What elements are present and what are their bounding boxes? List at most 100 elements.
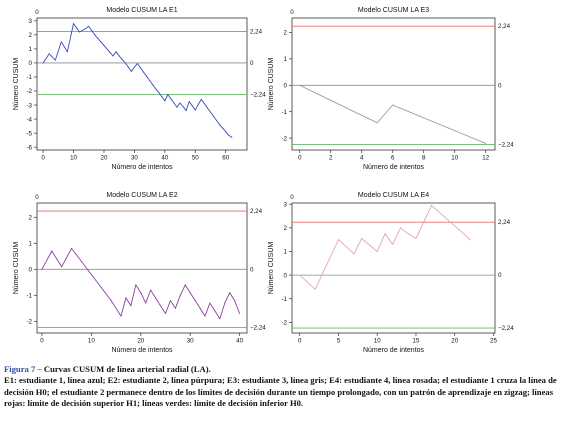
series-point <box>41 268 43 270</box>
series-point <box>191 105 193 107</box>
series-point <box>54 59 56 61</box>
h0-limit-label: −2,24 <box>498 141 514 148</box>
series-point <box>80 260 83 263</box>
plot-frame <box>291 17 496 151</box>
series-point <box>61 266 63 268</box>
x-axis-label: Número de intentos <box>363 347 425 354</box>
h1-limit-label: 2,24 <box>498 219 511 226</box>
series-point <box>199 307 201 309</box>
x-tick-label: 40 <box>161 155 168 162</box>
series-point <box>229 292 231 294</box>
x-axis-label: Número de intentos <box>363 164 425 171</box>
x-tick-label: 8 <box>422 155 426 162</box>
series-point <box>158 91 160 93</box>
series-point <box>224 302 226 304</box>
chart-e3: 2,240−2,240 Modelo CUSUM LA E30 2 4 6 8 10 1221… <box>268 7 514 171</box>
series-point <box>150 289 152 291</box>
series-point <box>140 292 142 294</box>
x-tick-label: 0 <box>298 155 302 162</box>
chart-title: Modelo CUSUM LA E1 <box>106 7 177 14</box>
x-tick-label: 0 <box>298 338 302 345</box>
plot-frame <box>36 202 248 334</box>
h0-limit-label: −2,24 <box>250 325 266 332</box>
chart-title: Modelo CUSUM LA E4 <box>358 192 429 199</box>
x-tick-label: 6 <box>391 155 395 162</box>
series-point <box>169 299 171 302</box>
chart-e2: 2,240−2,240 Modelo CUSUM LA E20 10 20 30 4021… <box>13 192 266 354</box>
series-point <box>88 25 90 27</box>
series-point <box>167 93 169 96</box>
series-point <box>179 102 181 104</box>
series-point <box>159 305 162 307</box>
series-point <box>206 107 208 109</box>
series-point <box>203 103 205 105</box>
series-point <box>231 136 233 138</box>
series-point <box>337 239 340 241</box>
series-point <box>109 51 111 53</box>
series-point <box>121 58 123 60</box>
chart-e4: 2,240−2,240 Modelo CUSUM LA E40 5 10 15 20 253… <box>268 192 514 354</box>
caption-title: Curvas CUSUM de línea arterial radial (L… <box>43 364 211 374</box>
series-point <box>407 233 409 235</box>
series-point <box>239 312 241 315</box>
series-point <box>204 315 206 317</box>
series-point <box>130 70 132 72</box>
y-tick-label: -5 <box>26 130 32 137</box>
series-point <box>91 30 93 32</box>
x-tick-label: 5 <box>337 338 341 345</box>
x-tick-label: 0 <box>41 155 45 162</box>
series-point <box>353 253 355 255</box>
x-tick-label: 4 <box>360 155 364 162</box>
series-point <box>71 247 73 250</box>
y-tick-label: -2 <box>281 135 287 142</box>
y-tick-label: 2 <box>284 30 288 37</box>
series-point <box>66 51 68 53</box>
series-point <box>51 250 53 252</box>
series-point <box>146 75 148 77</box>
series-point <box>188 101 190 103</box>
series-point <box>135 284 137 286</box>
caption-body: E1: estudiante 1, línea azul; E2: estudi… <box>4 375 557 409</box>
x-tick-label: 20 <box>451 338 458 345</box>
x-tick-label: 30 <box>187 338 194 345</box>
series-point <box>136 63 138 65</box>
charts-canvas: 2,240−2,240 Modelo CUSUM LA E10 10 20 30 40 50… <box>13 7 514 354</box>
series-point <box>110 299 112 302</box>
series-point <box>219 124 221 126</box>
y-tick-label: -2 <box>26 88 32 95</box>
y-axis-label: Número CUSUM <box>268 242 275 295</box>
y-tick-label: 1 <box>29 241 33 248</box>
series-point <box>173 102 175 104</box>
series-point <box>182 105 184 108</box>
chart-title: Modelo CUSUM LA E2 <box>106 192 177 199</box>
x-tick-label: 10 <box>374 338 381 345</box>
h1-limit-label: 2,24 <box>250 28 263 35</box>
y-tick-label: 0 <box>29 60 33 67</box>
series-point <box>145 302 147 304</box>
y-tick-label: 0 <box>284 272 288 279</box>
series-point <box>130 305 132 307</box>
y-tick-label: -3 <box>26 102 32 109</box>
y-tick-label: -2 <box>281 320 287 327</box>
series-point <box>152 84 154 86</box>
h1-limit-label: 2,24 <box>498 23 511 30</box>
y-tick-label: 3 <box>284 201 288 208</box>
series-point <box>164 312 167 315</box>
series-point <box>76 27 78 29</box>
series-point <box>118 55 120 57</box>
y-tick-label: 0 <box>284 83 288 90</box>
series-point <box>125 297 127 299</box>
y-tick-label: 2 <box>29 32 33 39</box>
series-point <box>42 62 44 64</box>
series-point <box>106 48 108 50</box>
series-point <box>100 41 102 43</box>
chart-e1: 2,240−2,240 Modelo CUSUM LA E10 10 20 30 40 50… <box>13 7 266 171</box>
plot-frame <box>36 17 248 151</box>
series-point <box>100 286 102 289</box>
series-point <box>415 237 417 240</box>
series-point <box>174 307 176 309</box>
series-point <box>384 233 386 235</box>
series-point <box>72 23 75 25</box>
series-point <box>155 297 157 299</box>
x-tick-label: 60 <box>222 155 229 162</box>
